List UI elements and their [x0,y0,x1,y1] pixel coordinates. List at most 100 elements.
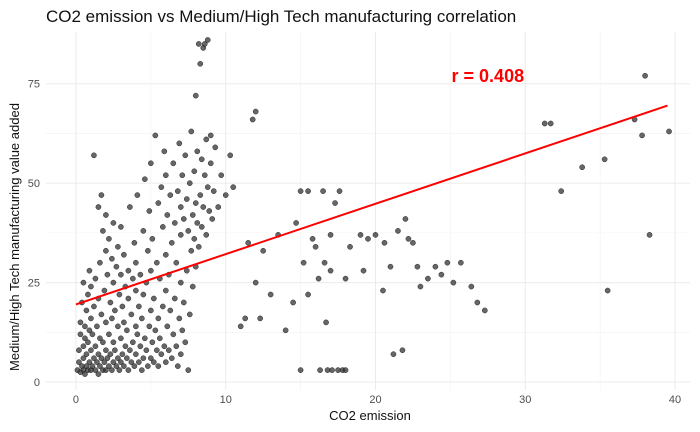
data-point [297,188,304,194]
data-point [158,184,165,190]
data-point [372,232,379,238]
data-point [103,212,109,218]
data-point [124,327,130,334]
y-tick-label: 25 [28,278,40,290]
data-point [156,335,163,342]
data-point [162,251,169,258]
data-point [91,303,97,310]
data-point [76,359,82,366]
y-tick-labels: 0 25 50 75 [28,79,40,389]
data-point [82,371,88,377]
data-point [192,200,199,206]
data-point [152,327,159,334]
data-point [149,339,156,346]
data-point [164,323,171,330]
data-point [329,367,335,373]
data-point [140,228,147,234]
data-point [100,339,106,346]
data-point [177,232,184,238]
data-point [121,363,127,369]
data-point [83,351,90,358]
data-point [405,235,412,242]
data-point [116,367,123,373]
data-point [170,160,177,167]
data-point [133,287,139,294]
data-point [365,235,371,242]
data-point [222,192,229,198]
data-point [282,327,289,334]
data-point [198,224,205,230]
data-point [168,355,175,362]
data-point [137,271,144,278]
data-point [149,235,156,242]
data-point [182,339,189,346]
data-point [218,172,225,179]
data-point [257,315,264,322]
data-point [317,367,323,373]
data-point [201,41,208,47]
data-point [481,307,488,314]
data-point [194,148,201,155]
data-point [183,196,190,202]
data-point [88,283,94,290]
data-point [128,311,135,318]
data-point [119,303,126,310]
data-point [136,303,142,310]
data-point [195,41,202,47]
data-point [80,343,87,350]
data-point [94,359,100,366]
data-point [80,279,87,286]
y-tick-label: 75 [28,79,40,91]
data-point [237,323,244,330]
data-point [185,228,192,234]
data-point [98,355,105,362]
data-point [167,192,174,198]
data-point [92,275,99,282]
data-point [91,355,97,362]
data-point [227,152,234,159]
data-point [176,315,183,322]
data-point [95,371,102,377]
data-point [140,291,147,298]
data-point [139,367,145,373]
data-point [112,307,118,314]
data-point [201,172,208,179]
data-point [147,355,154,362]
data-point [110,279,117,286]
data-point [242,315,249,322]
data-point [113,363,120,369]
data-point [210,188,217,194]
data-point [98,192,105,198]
x-tick-label: 10 [220,394,232,406]
data-point [171,220,178,226]
data-point [290,299,296,306]
data-point [116,291,123,298]
data-point [133,351,139,358]
data-point [92,367,99,373]
data-point [106,331,112,338]
data-point [162,359,169,366]
data-point [165,347,172,354]
data-point [170,331,177,338]
data-point [112,347,118,354]
data-point [245,239,252,246]
data-point [128,359,135,366]
data-point [215,204,222,210]
data-point [179,172,186,179]
data-point [88,315,94,322]
data-point [143,347,150,354]
data-point [399,347,406,354]
data-point [601,156,608,163]
data-point [150,359,157,366]
correlation-annotation: r = 0.408 [452,66,525,86]
data-point [204,184,211,190]
data-point [327,232,334,238]
data-point [197,192,204,198]
data-point [444,259,451,266]
data-point [162,287,169,294]
data-point [131,239,138,246]
data-point [191,168,198,175]
data-point [347,243,353,250]
data-point [206,208,213,214]
data-point [130,339,136,346]
